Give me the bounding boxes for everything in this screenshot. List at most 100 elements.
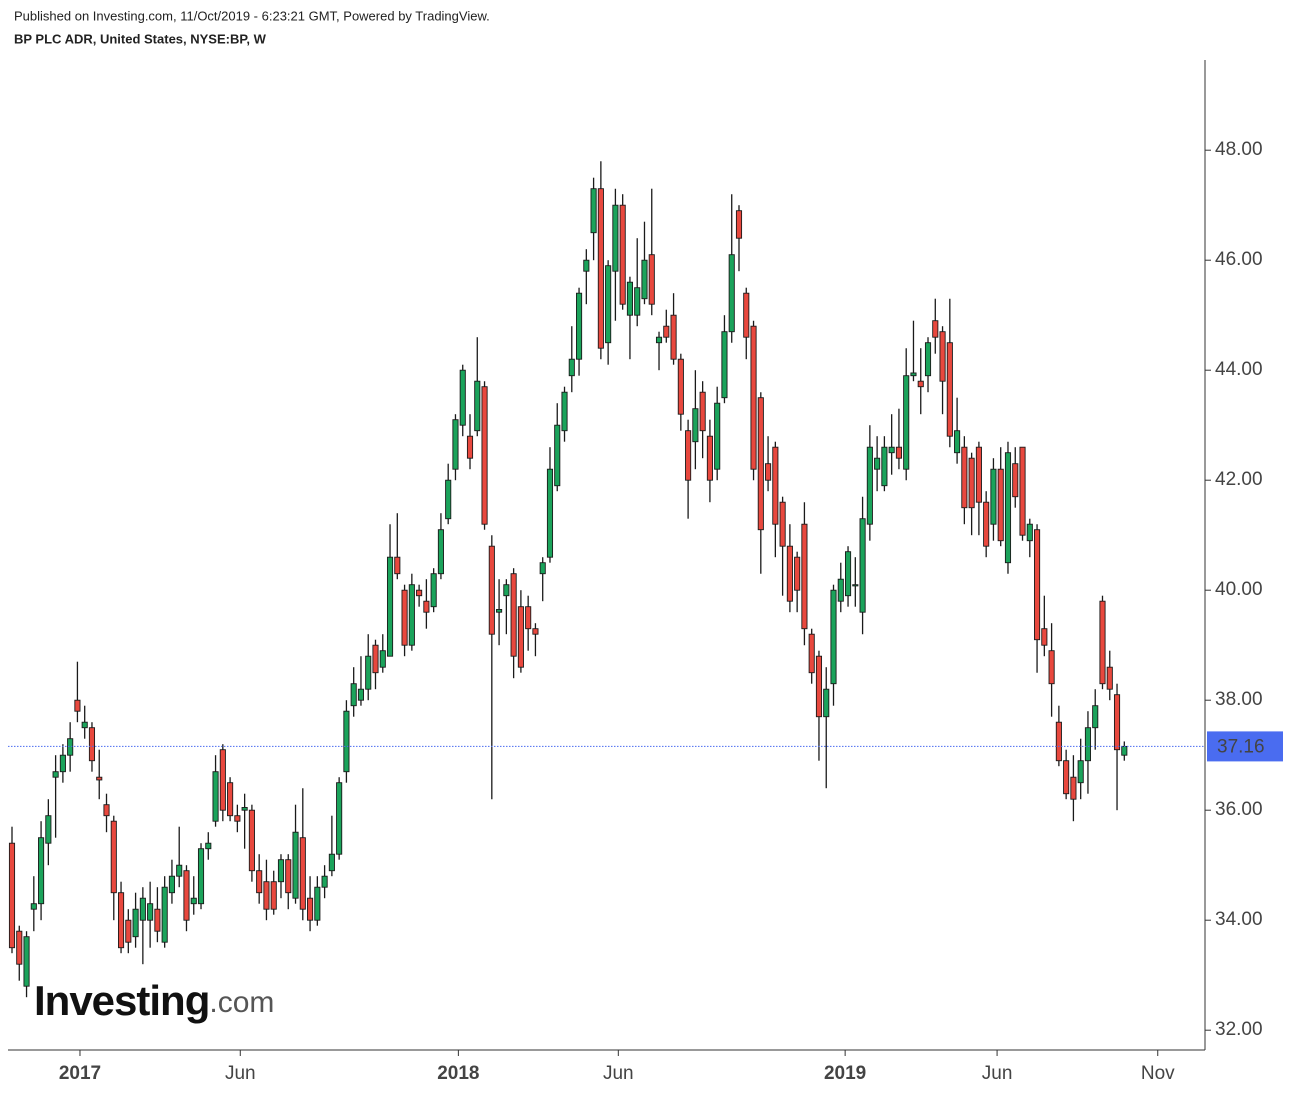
candle-body xyxy=(474,380,481,432)
candle-body xyxy=(968,457,975,509)
candle-body xyxy=(336,782,343,855)
candle-body xyxy=(859,518,866,613)
candle-body xyxy=(888,446,895,454)
candle-body xyxy=(895,446,902,459)
candle-body xyxy=(975,446,982,503)
candle-body xyxy=(554,424,561,487)
candle-body xyxy=(139,897,146,921)
candle-body xyxy=(212,771,219,822)
candle-body xyxy=(946,342,953,437)
candle-body xyxy=(234,815,241,822)
y-tick-label: 38.00 xyxy=(1215,689,1263,710)
y-tick-label: 48.00 xyxy=(1215,139,1263,160)
candle-body xyxy=(910,372,917,377)
candle-body xyxy=(248,809,255,872)
candle-body xyxy=(779,501,786,547)
y-tick-label: 42.00 xyxy=(1215,469,1263,490)
x-tick-label: 2019 xyxy=(824,1063,866,1084)
candle-body xyxy=(561,391,568,432)
y-tick-label: 36.00 xyxy=(1215,799,1263,820)
candle-body xyxy=(808,633,815,674)
candle-body xyxy=(38,837,45,905)
candle-body xyxy=(983,501,990,547)
candle-body xyxy=(728,254,735,333)
x-tick-label: 2017 xyxy=(59,1063,101,1084)
candle-body xyxy=(525,606,532,630)
candle-body xyxy=(699,391,706,432)
candle-body xyxy=(961,446,968,509)
logo-suffix: .com xyxy=(209,986,274,1019)
candle-body xyxy=(510,573,517,657)
candle-body xyxy=(168,875,175,894)
candle-body xyxy=(786,545,793,602)
logo-name: Investing xyxy=(34,977,209,1024)
candle-body xyxy=(1092,705,1099,729)
candle-body xyxy=(321,875,328,888)
candle-body xyxy=(612,204,619,272)
candle-body xyxy=(103,804,110,817)
candle-body xyxy=(459,369,466,426)
candle-body xyxy=(183,870,190,921)
candle-body xyxy=(874,457,881,470)
candle-body xyxy=(1070,776,1077,800)
candle-body xyxy=(1026,523,1033,542)
candle-body xyxy=(452,419,459,470)
candle-body xyxy=(365,655,372,690)
candle-body xyxy=(721,331,728,399)
candle-body xyxy=(546,468,554,558)
candles xyxy=(8,161,1128,998)
x-tick-label: Jun xyxy=(982,1063,1013,1084)
x-tick-label: Jun xyxy=(603,1063,634,1084)
candle-body xyxy=(532,628,539,635)
candle-body xyxy=(866,446,873,525)
candle-body xyxy=(277,859,285,883)
y-tick-label: 44.00 xyxy=(1215,359,1263,380)
candle-body xyxy=(23,936,30,987)
candle-body xyxy=(81,721,88,729)
candle-body xyxy=(670,314,677,360)
candle-body xyxy=(190,897,197,905)
candle-body xyxy=(801,523,808,630)
candle-body xyxy=(219,749,226,811)
candle-body xyxy=(939,331,946,382)
last-price-box xyxy=(1207,731,1283,762)
candle-body xyxy=(372,644,379,674)
candle-body xyxy=(663,325,670,338)
candle-body xyxy=(117,892,125,949)
candle-body xyxy=(466,435,474,459)
candle-body xyxy=(307,897,314,921)
candle-body xyxy=(110,820,117,894)
logo: Investing.com xyxy=(34,977,274,1024)
candle-body xyxy=(714,402,721,470)
candle-body xyxy=(757,397,764,531)
candle-body xyxy=(917,380,924,388)
candle-body xyxy=(59,754,66,773)
candle-body xyxy=(837,578,844,602)
candle-body xyxy=(30,903,37,910)
candle-body xyxy=(990,468,997,525)
candle-body xyxy=(1106,666,1113,690)
candle-body xyxy=(147,903,154,921)
candle-body xyxy=(379,650,386,668)
candle-body xyxy=(903,375,910,470)
candle-body xyxy=(597,188,604,349)
candle-body xyxy=(314,886,321,921)
candle-body xyxy=(437,529,444,575)
y-tick-label: 46.00 xyxy=(1215,249,1263,270)
candle-body xyxy=(844,551,852,597)
candle-body xyxy=(1048,650,1055,685)
candle-body xyxy=(1019,446,1026,536)
candle-body xyxy=(8,842,16,949)
candle-body xyxy=(830,589,837,685)
candle-body xyxy=(52,771,59,778)
candle-body xyxy=(568,358,575,377)
candle-body xyxy=(1012,463,1019,498)
candle-body xyxy=(350,683,357,707)
candle-body xyxy=(815,655,823,718)
candle-body xyxy=(161,886,168,943)
candle-body xyxy=(605,265,612,344)
candle-body xyxy=(590,188,597,234)
candle-body xyxy=(1084,727,1092,762)
candle-body xyxy=(357,688,365,701)
